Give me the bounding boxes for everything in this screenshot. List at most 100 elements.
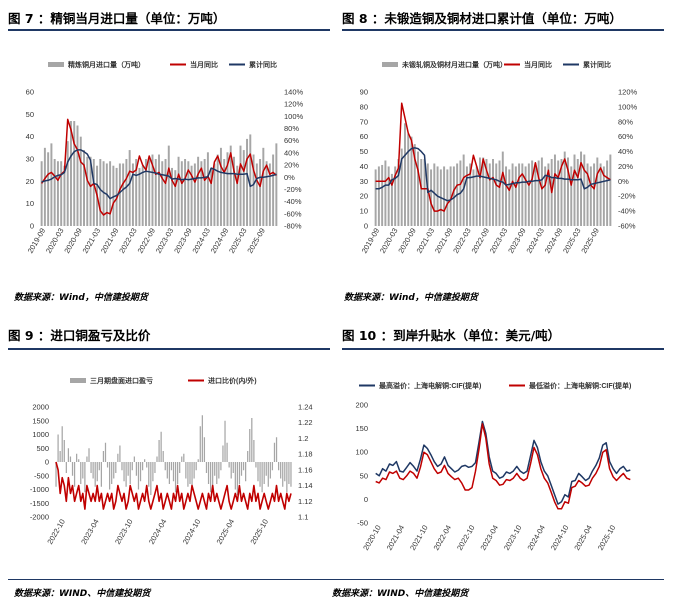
- bar: [271, 462, 274, 471]
- bar: [413, 144, 416, 226]
- bar: [275, 437, 278, 462]
- bar: [257, 462, 259, 482]
- legend-swatch: [382, 62, 398, 67]
- bar: [102, 451, 105, 462]
- bar: [106, 462, 109, 468]
- bar: [210, 167, 213, 226]
- series-line: [41, 149, 277, 200]
- bar: [187, 161, 190, 226]
- bar: [583, 154, 586, 226]
- y-tick-label: 500: [36, 444, 49, 453]
- bar: [284, 462, 286, 482]
- bar: [88, 448, 90, 462]
- bar: [265, 462, 267, 476]
- legend-label: 进口比价(内/外): [208, 376, 257, 385]
- bar: [66, 141, 69, 226]
- bar: [275, 143, 278, 226]
- bar: [485, 159, 488, 226]
- legend-label: 累计同比: [583, 60, 611, 69]
- x-tick-label: 2023-04: [478, 524, 500, 552]
- y-tick-label: -1000: [30, 485, 49, 494]
- y2-tick-label: 1.2: [298, 434, 308, 443]
- x-tick-label: 2023-10: [113, 518, 135, 546]
- bar: [144, 459, 146, 462]
- bar: [89, 156, 92, 226]
- y2-tick-label: 1.12: [298, 497, 313, 506]
- bottom-rule: [8, 579, 664, 580]
- bar: [540, 157, 543, 226]
- bar: [100, 462, 102, 487]
- bar: [191, 462, 193, 490]
- chart7-title: 图 7 ：精铜当月进口量（单位：万吨）: [8, 11, 226, 26]
- y-tick-label: 60: [360, 132, 368, 141]
- series-line: [375, 423, 631, 510]
- bar: [79, 136, 82, 226]
- bar: [63, 440, 65, 462]
- bar: [407, 133, 410, 226]
- bar: [60, 161, 63, 226]
- bar: [63, 165, 66, 226]
- bar: [560, 159, 563, 226]
- bar: [113, 462, 115, 479]
- bar: [181, 456, 183, 462]
- bar: [158, 154, 160, 226]
- bar: [199, 426, 201, 462]
- bar: [272, 154, 275, 226]
- bar: [524, 166, 527, 226]
- bar: [190, 165, 193, 226]
- legend-label: 最高溢价：上海电解铜:CIF(提单): [379, 381, 481, 390]
- x-tick-label: 2021-10: [408, 524, 430, 552]
- x-tick-label: 2021-04: [385, 524, 407, 552]
- bar: [197, 156, 200, 226]
- bar: [259, 462, 261, 487]
- bar: [423, 159, 426, 226]
- bar: [596, 157, 599, 226]
- bar: [201, 415, 203, 462]
- chart9-title: 图 9 ：进口铜盈亏及比价: [8, 328, 151, 343]
- bar: [167, 145, 170, 226]
- bar: [216, 154, 219, 226]
- y2-tick-label: 1.14: [298, 481, 313, 490]
- y2-tick-label: 80%: [618, 117, 633, 126]
- bar: [212, 462, 214, 487]
- chart9-source: 数据来源：WIND、中信建投期货: [14, 589, 151, 599]
- bar: [193, 462, 195, 479]
- y2-tick-label: 40%: [618, 147, 633, 156]
- bar: [426, 163, 429, 226]
- bar: [56, 161, 59, 226]
- bar: [73, 462, 76, 487]
- bar: [86, 156, 89, 226]
- bar: [599, 163, 602, 226]
- y-tick-label: 2000: [32, 403, 49, 412]
- bar: [203, 437, 206, 462]
- bar: [240, 462, 243, 476]
- bar: [290, 462, 292, 487]
- bar: [197, 459, 199, 462]
- series-line: [40, 118, 277, 216]
- x-tick-label: 2025-10: [596, 524, 618, 552]
- bar: [430, 169, 433, 226]
- bar: [154, 462, 156, 473]
- bar: [141, 462, 144, 471]
- bar: [102, 161, 105, 226]
- title-divider-left: [8, 29, 330, 31]
- y2-tick-label: 20%: [284, 161, 299, 170]
- x-tick-label: 2023-04: [79, 518, 101, 546]
- bar: [527, 163, 530, 226]
- bar: [71, 462, 74, 476]
- bar: [230, 462, 232, 479]
- bar: [205, 462, 208, 473]
- bar: [164, 159, 167, 226]
- bar: [488, 163, 491, 226]
- bar: [177, 462, 179, 484]
- y2-tick-label: -20%: [284, 185, 302, 194]
- bar: [209, 462, 212, 493]
- bar: [40, 161, 43, 226]
- bar: [43, 147, 46, 226]
- y2-tick-label: 1.1: [298, 513, 308, 522]
- y2-tick-label: 100%: [284, 112, 304, 121]
- bar: [117, 453, 119, 462]
- bar: [200, 161, 203, 226]
- y-tick-label: 90: [360, 88, 368, 97]
- y2-tick-label: 120%: [618, 88, 638, 97]
